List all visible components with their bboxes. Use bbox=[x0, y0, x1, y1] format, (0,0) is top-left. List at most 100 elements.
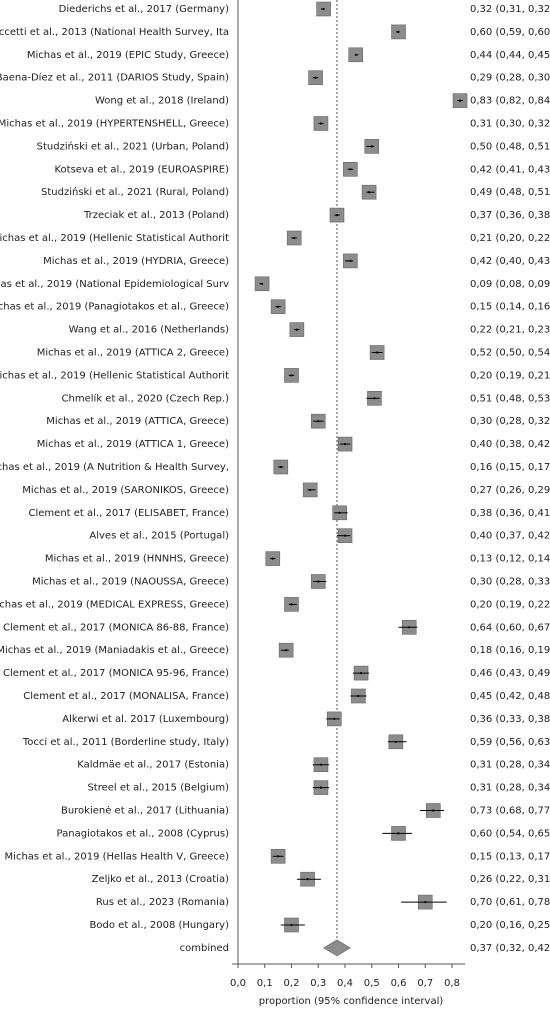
study-label: Baena-Díez et al., 2011 (DARIOS Study, S… bbox=[0, 72, 229, 84]
study-label: Alves et al., 2015 (Portugal) bbox=[89, 531, 229, 542]
study-label: Burokienė et al., 2017 (Lithuania) bbox=[61, 806, 229, 817]
study-label: Michas et al., 2019 (HNNHS, Greece) bbox=[45, 554, 229, 565]
value-label: 0,40 (0,38, 0,42) bbox=[470, 439, 550, 450]
x-tick-label: 0,3 bbox=[310, 978, 326, 989]
study-label: Michas et al., 2019 (A Nutrition & Healt… bbox=[0, 462, 229, 473]
estimate-dot bbox=[277, 855, 280, 858]
value-label: 0,51 (0,48, 0,53) bbox=[470, 393, 550, 404]
study-label: Wang et al., 2016 (Netherlands) bbox=[69, 325, 229, 336]
estimate-dot bbox=[279, 465, 282, 469]
study-label: Michas et al., 2019 (EPIC Study, Greece) bbox=[27, 50, 229, 61]
estimate-dot bbox=[397, 30, 400, 33]
study-label: Michas et al., 2019 (ATTICA 2, Greece) bbox=[37, 348, 229, 359]
x-tick-label: 0,5 bbox=[364, 978, 380, 989]
estimate-dot bbox=[319, 786, 323, 789]
x-axis-label: proportion (95% confidence interval) bbox=[259, 996, 444, 1007]
value-label: 0,32 (0,31, 0,32) bbox=[470, 4, 550, 15]
value-label: 0,59 (0,56, 0,63) bbox=[470, 737, 550, 748]
value-label: 0,31 (0,28, 0,34) bbox=[470, 760, 550, 771]
study-label: Clement et al., 2017 (MONICA 95-96, Fran… bbox=[3, 668, 229, 679]
study-label: Michas et al., 2019 (Hellenic Statistica… bbox=[0, 370, 229, 381]
study-label: Michas et al., 2019 (Hellenic Statistica… bbox=[0, 233, 229, 244]
study-label: Zeljko et al., 2013 (Croatia) bbox=[92, 874, 229, 885]
study-label: Wong et al., 2018 (Ireland) bbox=[95, 96, 229, 107]
study-label: Streel et al., 2015 (Belgium) bbox=[87, 783, 229, 794]
value-label: 0,27 (0,26, 0,29) bbox=[470, 485, 550, 496]
study-label: Michas et al., 2019 (Panagiotakos et al.… bbox=[0, 302, 229, 313]
value-label: 0,21 (0,20, 0,22) bbox=[470, 233, 550, 244]
estimate-dot bbox=[354, 53, 357, 56]
estimate-dot bbox=[343, 534, 347, 537]
value-label: 0,42 (0,41, 0,43) bbox=[470, 164, 550, 175]
estimate-dot bbox=[290, 374, 293, 377]
estimate-dot bbox=[319, 122, 323, 125]
estimate-dot bbox=[335, 214, 339, 217]
estimate-dot bbox=[376, 351, 379, 354]
x-tick-label: 0,8 bbox=[444, 978, 460, 989]
value-label: 0,38 (0,36, 0,41) bbox=[470, 508, 550, 519]
x-tick-label: 0,6 bbox=[391, 978, 407, 989]
study-label: Laccetti et al., 2013 (National Health S… bbox=[0, 27, 229, 38]
estimate-dot bbox=[317, 580, 320, 583]
value-label: 0,73 (0,68, 0,77) bbox=[470, 806, 550, 817]
estimate-dot bbox=[306, 878, 309, 881]
value-label: 0,31 (0,30, 0,32) bbox=[470, 119, 550, 130]
value-label: 0,60 (0,54, 0,65) bbox=[470, 828, 550, 839]
study-label: Panagiotakos et al., 2008 (Cyprus) bbox=[57, 828, 230, 839]
estimate-dot bbox=[290, 923, 293, 927]
value-label: 0,44 (0,44, 0,45) bbox=[470, 50, 550, 61]
estimate-dot bbox=[319, 763, 323, 766]
value-label: 0,49 (0,48, 0,51) bbox=[470, 187, 550, 198]
estimate-dot bbox=[432, 809, 435, 812]
value-label: 0,15 (0,14, 0,16) bbox=[470, 302, 550, 313]
value-label: 0,31 (0,28, 0,34) bbox=[470, 783, 550, 794]
x-tick-label: 0,1 bbox=[257, 978, 273, 989]
estimate-dot bbox=[367, 191, 371, 194]
estimate-dot bbox=[322, 7, 325, 11]
estimate-dot bbox=[359, 672, 363, 675]
value-label: 0,37 (0,36, 0,38) bbox=[470, 210, 550, 221]
study-label: Michas et al., 2019 (MEDICAL EXPRESS, Gr… bbox=[0, 599, 229, 610]
value-label: 0,30 (0,28, 0,32) bbox=[470, 416, 550, 427]
estimate-dot bbox=[408, 626, 411, 629]
estimate-dot bbox=[370, 145, 373, 148]
study-label: Rus et al., 2023 (Romania) bbox=[96, 897, 229, 908]
estimate-dot bbox=[333, 717, 336, 721]
estimate-dot bbox=[295, 328, 298, 331]
estimate-dot bbox=[349, 259, 352, 262]
x-tick-label: 0,2 bbox=[284, 978, 300, 989]
estimate-dot bbox=[314, 76, 317, 79]
study-label: Michas et al., 2019 (NAOUSSA, Greece) bbox=[32, 577, 229, 588]
estimate-dot bbox=[338, 511, 341, 514]
estimate-dot bbox=[271, 557, 274, 560]
study-label: Alkerwi et al. 2017 (Luxembourg) bbox=[62, 714, 229, 725]
value-label: 0,20 (0,19, 0,22) bbox=[470, 599, 550, 610]
study-label: Tocci et al., 2011 (Borderline study, It… bbox=[22, 737, 229, 748]
estimate-dot bbox=[290, 603, 293, 606]
estimate-dot bbox=[317, 420, 320, 423]
study-label: Michas et al., 2019 (Hellas Health V, Gr… bbox=[5, 851, 230, 862]
value-label: 0,15 (0,13, 0,17) bbox=[470, 851, 550, 862]
study-label: Chmelík et al., 2020 (Czech Rep.) bbox=[62, 392, 230, 404]
x-tick-label: 0,7 bbox=[417, 978, 433, 989]
study-label: Kotseva et al., 2019 (EUROASPIRE) bbox=[54, 164, 229, 175]
estimate-dot bbox=[285, 649, 288, 652]
study-label: Trzeciak et al., 2013 (Poland) bbox=[83, 210, 229, 221]
study-label: Studziński et al., 2021 (Urban, Poland) bbox=[37, 140, 229, 152]
value-label: 0,13 (0,12, 0,14) bbox=[470, 554, 550, 565]
study-label: Michas et al., 2019 (HYDRIA, Greece) bbox=[43, 256, 229, 267]
estimate-dot bbox=[357, 694, 360, 698]
estimate-dot bbox=[293, 236, 296, 240]
estimate-dot bbox=[343, 443, 347, 446]
value-label: 0,30 (0,28, 0,33) bbox=[470, 577, 550, 588]
value-label: 0,46 (0,43, 0,49) bbox=[470, 668, 550, 679]
study-label: Kaldmäe et al., 2017 (Estonia) bbox=[77, 760, 229, 771]
estimate-dot bbox=[458, 99, 462, 102]
study-label: Clement et al., 2017 (MONICA 86-88, Fran… bbox=[3, 622, 229, 633]
study-label: Clement et al., 2017 (MONALISA, France) bbox=[23, 691, 229, 702]
value-label: 0,18 (0,16, 0,19) bbox=[470, 645, 550, 656]
estimate-dot bbox=[394, 740, 397, 743]
study-label: Michas et al., 2019 (HYPERTENSHELL, Gree… bbox=[0, 119, 229, 130]
value-label: 0,70 (0,61, 0,78) bbox=[470, 897, 550, 908]
